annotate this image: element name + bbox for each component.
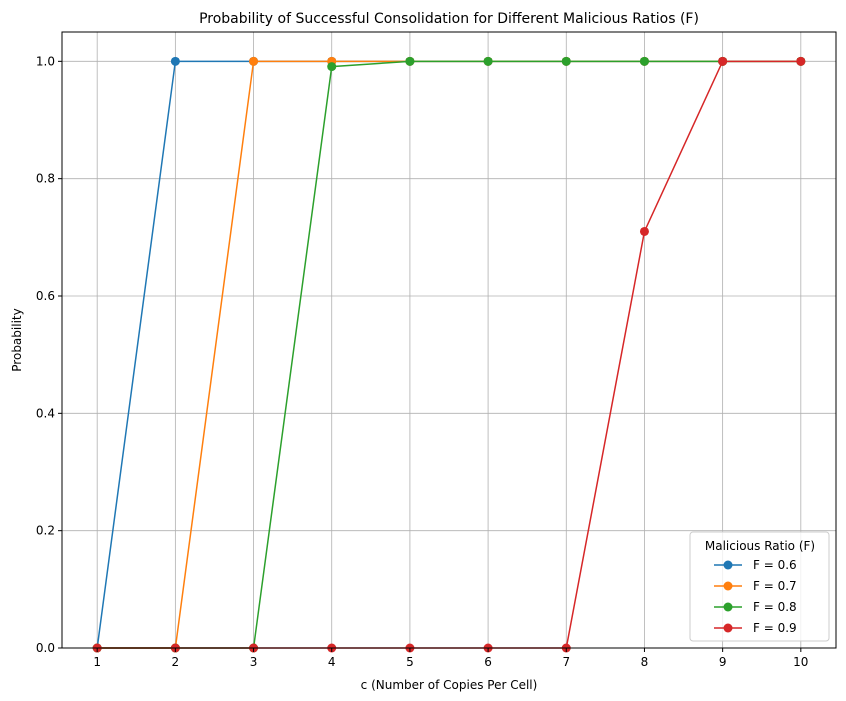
legend-title: Malicious Ratio (F)	[705, 539, 815, 553]
data-point	[639, 56, 649, 66]
plot-frame	[61, 31, 837, 649]
data-point	[796, 56, 806, 66]
x-tick-label: 7	[562, 655, 570, 669]
data-point	[561, 56, 571, 66]
legend-label: F = 0.9	[753, 621, 797, 635]
data-point	[327, 62, 337, 72]
legend-label: F = 0.6	[753, 558, 797, 572]
data-point	[405, 56, 415, 66]
x-axis-label: c (Number of Copies Per Cell)	[361, 678, 538, 692]
legend-item: F = 0.9	[714, 621, 797, 635]
legend-marker	[723, 581, 733, 591]
data-point	[718, 56, 728, 66]
data-point	[249, 56, 259, 66]
x-tick-label: 2	[172, 655, 180, 669]
data-point	[170, 56, 180, 66]
x-tick-label: 1	[93, 655, 101, 669]
legend-marker	[723, 602, 733, 612]
legend-item: F = 0.7	[714, 579, 797, 593]
x-tick-label: 9	[719, 655, 727, 669]
legend-label: F = 0.7	[753, 579, 797, 593]
legend-marker	[723, 560, 733, 570]
x-tick-label: 3	[250, 655, 258, 669]
y-tick-label: 0.0	[36, 641, 55, 655]
y-axis-label: Probability	[10, 308, 24, 371]
x-tick-label: 6	[484, 655, 492, 669]
y-tick-label: 0.6	[36, 289, 55, 303]
x-tick-label: 5	[406, 655, 414, 669]
data-point	[639, 226, 649, 236]
y-tick-label: 0.2	[36, 524, 55, 538]
ticks: 1 2 3 4 5 6 7 8 9 10 0.0 0.2 0.4 0.6 0.8 1.0	[36, 54, 809, 669]
data-point	[483, 56, 493, 66]
legend-marker	[723, 623, 733, 633]
legend-label: F = 0.8	[753, 600, 797, 614]
series-lines	[92, 56, 806, 653]
x-tick-label: 8	[641, 655, 649, 669]
y-tick-label: 1.0	[36, 54, 55, 68]
legend-item: F = 0.6	[714, 558, 797, 572]
x-tick-label: 10	[793, 655, 808, 669]
y-tick-label: 0.4	[36, 406, 55, 420]
legend-item: F = 0.8	[714, 600, 797, 614]
legend: Malicious Ratio (F) F = 0.6 F = 0.7 F = 0.…	[689, 531, 830, 642]
chart-title: Probability of Successful Consolidation …	[199, 11, 699, 27]
x-tick-label: 4	[328, 655, 336, 669]
y-tick-label: 0.8	[36, 172, 55, 186]
